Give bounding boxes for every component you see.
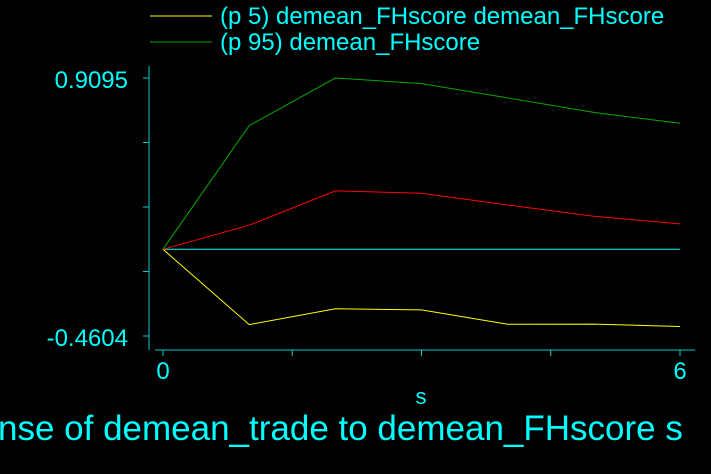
y-tick-label: 0.9095 [55,67,128,94]
plot-area [162,77,681,327]
x-axis-title: s [416,384,427,409]
y-tick-label: -0.4604 [47,325,128,352]
series-line-1 [162,77,681,250]
legend-label: (p 5) demean_FHscore demean_FHscore [220,3,664,30]
legend: (p 5) demean_FHscore demean_FHscore(p 95… [150,3,664,56]
x-tick-label: 6 [673,358,686,385]
series-line-2 [162,190,681,250]
x-tick-label: 0 [156,358,169,385]
legend-label: (p 95) demean_FHscore [220,29,480,56]
axes: -0.4604 0.9095 0 6 [47,66,695,385]
series-line-0 [162,248,681,327]
chart-caption: nse of demean_trade to demean_FHscore s [0,409,683,448]
